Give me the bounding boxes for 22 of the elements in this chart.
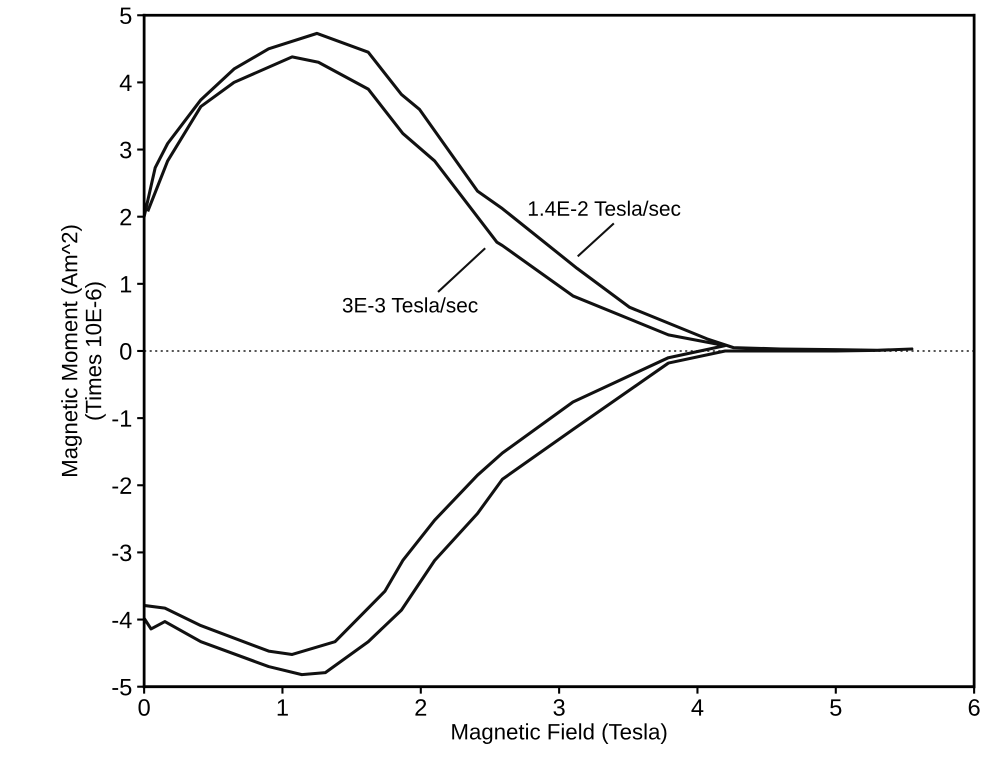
x-tick-label: 3	[553, 699, 565, 716]
y-tick-label: -2	[112, 477, 132, 494]
y-tick-label: 4	[120, 74, 132, 91]
y-tick-label: 2	[120, 208, 132, 226]
y-tick-label: -5	[112, 679, 132, 696]
x-tick-label: 0	[138, 699, 150, 716]
y-tick-label: 5	[120, 8, 132, 24]
y-axis-title: Magnetic Moment (Am^2) (Times 10E-6)	[61, 225, 106, 476]
y-tick-label: 3	[120, 142, 132, 158]
x-tick-label: 2	[415, 699, 426, 716]
legend-label: 3E-3 Tesla/sec	[342, 297, 478, 313]
y-tick-label: 1	[120, 276, 132, 292]
x-tick-label: 1	[278, 699, 288, 716]
x-axis-title: Magnetic Field (Tesla)	[452, 723, 666, 744]
x-tick-label: 5	[830, 699, 842, 716]
y-tick-label: -4	[112, 612, 132, 628]
x-tick-label: 4	[691, 699, 704, 716]
x-tick-label: 6	[968, 699, 980, 716]
y-tick-label: -3	[112, 544, 132, 562]
y-tick-label: 0	[120, 343, 132, 360]
y-tick-label: -1	[112, 410, 132, 427]
series-label: 1.4E-2 Tesla/sec	[528, 200, 680, 216]
